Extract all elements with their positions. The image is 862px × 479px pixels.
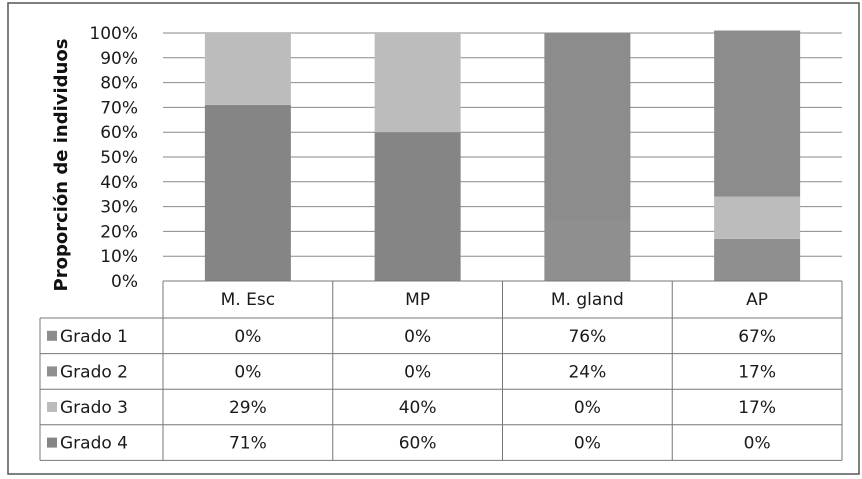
data-label: 67%: [738, 327, 776, 347]
bar-segment: [374, 132, 461, 281]
y-axis-label: Proporción de individuos: [51, 39, 72, 292]
y-tick-label: 30%: [100, 198, 138, 218]
data-label: 0%: [574, 398, 601, 418]
bar-segment: [714, 196, 801, 239]
y-tick-label: 100%: [89, 24, 138, 44]
legend-swatch: [47, 402, 57, 412]
bar-segment: [714, 30, 801, 197]
data-label: 0%: [574, 434, 601, 454]
legend-swatch: [47, 330, 57, 341]
category-label: M. Esc: [221, 290, 275, 310]
data-label: 76%: [568, 327, 606, 347]
data-label: 17%: [738, 398, 776, 418]
bar-segment: [204, 104, 291, 281]
data-label: 24%: [568, 362, 606, 382]
data-label: 60%: [399, 434, 437, 454]
bar-segment: [544, 33, 631, 222]
data-label: 71%: [229, 434, 267, 454]
y-tick-label: 50%: [100, 148, 138, 168]
data-table: M. Esc MP M. gland AP Grado 1 0% 0% 76% 67% Grado…: [39, 280, 843, 461]
data-label: 0%: [234, 327, 261, 347]
legend-entry: Grado 3: [60, 398, 128, 418]
category-label: MP: [405, 290, 430, 310]
bars: [204, 30, 801, 281]
y-tick-label: 80%: [100, 74, 138, 94]
category-label: AP: [746, 290, 768, 310]
y-tick-label: 0%: [111, 272, 138, 292]
data-label: 0%: [404, 362, 431, 382]
legend-swatch: [47, 437, 57, 448]
legend-entry: Grado 1: [60, 327, 128, 347]
y-tick-label: 20%: [100, 222, 138, 242]
bar-segment: [714, 238, 801, 281]
category-label: M. gland: [551, 290, 624, 310]
legend-swatch: [47, 366, 57, 377]
data-label: 0%: [744, 434, 771, 454]
data-label: 0%: [404, 327, 431, 347]
bar-segment: [374, 33, 461, 133]
y-tick-label: 90%: [100, 49, 138, 69]
bar-segment: [204, 33, 291, 105]
y-tick-label: 40%: [100, 173, 138, 193]
data-label: 17%: [738, 362, 776, 382]
data-label: 0%: [234, 362, 261, 382]
y-tick-label: 70%: [100, 98, 138, 118]
y-tick-labels: 0% 10% 20% 30% 40% 50% 60% 70% 80% 90% 100%: [89, 24, 138, 292]
bar-segment: [544, 221, 631, 281]
legend-entry: Grado 2: [60, 362, 128, 382]
y-tick-label: 10%: [100, 247, 138, 267]
legend-entry: Grado 4: [60, 434, 128, 454]
data-label: 40%: [399, 398, 437, 418]
y-tick-label: 60%: [100, 123, 138, 143]
data-label: 29%: [229, 398, 267, 418]
